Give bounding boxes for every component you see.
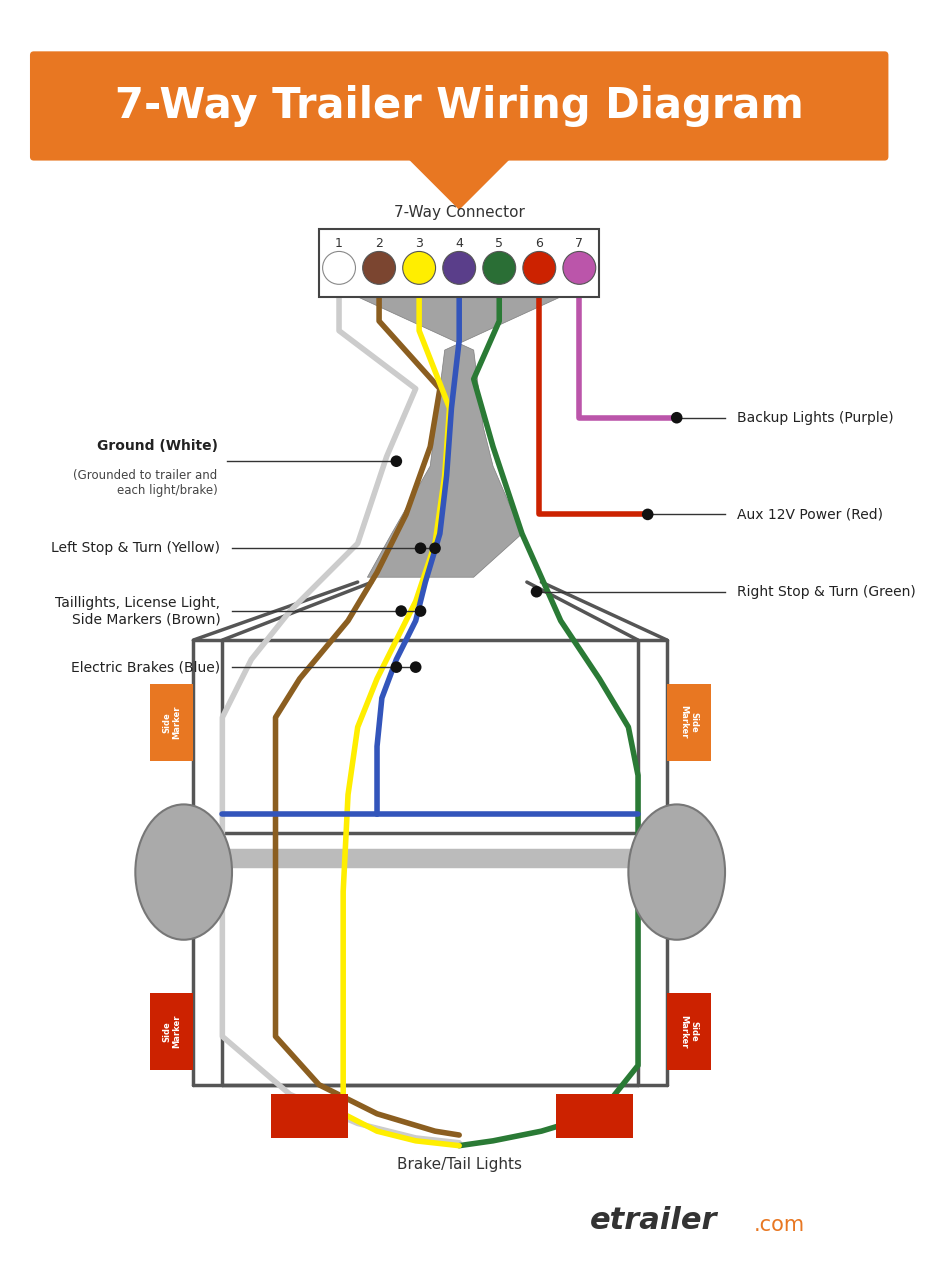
Circle shape [642,508,654,520]
Text: 1: 1 [335,238,343,250]
Text: Brake/Tail Lights: Brake/Tail Lights [397,1157,522,1172]
Circle shape [522,252,556,284]
Text: Aux 12V Power (Red): Aux 12V Power (Red) [736,507,883,521]
FancyBboxPatch shape [667,683,711,761]
Circle shape [363,252,395,284]
Text: Right Stop & Turn (Green): Right Stop & Turn (Green) [736,584,916,598]
Circle shape [323,252,355,284]
Text: etrailer: etrailer [590,1206,717,1235]
Circle shape [483,252,516,284]
FancyBboxPatch shape [319,230,599,297]
Circle shape [671,412,682,424]
Circle shape [531,586,542,597]
Circle shape [563,252,596,284]
Ellipse shape [135,804,232,940]
Text: Left Stop & Turn (Yellow): Left Stop & Turn (Yellow) [51,542,220,555]
Text: .com: .com [754,1215,806,1235]
FancyBboxPatch shape [30,51,888,160]
Ellipse shape [628,804,725,940]
Circle shape [395,605,407,616]
FancyBboxPatch shape [556,1094,634,1138]
Text: 3: 3 [415,238,423,250]
Circle shape [415,542,427,553]
Text: Taillights, License Light,
Side Markers (Brown): Taillights, License Light, Side Markers … [55,596,220,627]
Text: Backup Lights (Purple): Backup Lights (Purple) [736,411,893,425]
Polygon shape [358,297,560,578]
Circle shape [415,605,427,616]
Text: Side
Marker: Side Marker [162,1014,181,1048]
Text: Electric Brakes (Blue): Electric Brakes (Blue) [71,660,220,674]
Circle shape [443,252,476,284]
Text: 5: 5 [495,238,504,250]
Text: 6: 6 [536,238,543,250]
Circle shape [403,252,436,284]
Text: 7: 7 [576,238,583,250]
Text: Side
Marker: Side Marker [679,705,698,740]
Circle shape [390,456,402,467]
Circle shape [390,661,402,673]
Text: 4: 4 [455,238,464,250]
Text: 7-Way Trailer Wiring Diagram: 7-Way Trailer Wiring Diagram [115,85,804,127]
FancyBboxPatch shape [150,993,194,1071]
Text: Side
Marker: Side Marker [679,1014,698,1048]
FancyBboxPatch shape [667,993,711,1071]
Polygon shape [406,157,512,209]
Text: Side
Marker: Side Marker [162,705,181,740]
Circle shape [409,661,422,673]
Text: Ground (White): Ground (White) [97,439,218,453]
FancyBboxPatch shape [271,1094,348,1138]
Text: (Grounded to trailer and
each light/brake): (Grounded to trailer and each light/brak… [73,469,218,497]
Circle shape [429,542,441,553]
Text: 7-Way Connector: 7-Way Connector [393,204,524,220]
Text: 2: 2 [375,238,383,250]
FancyBboxPatch shape [150,683,194,761]
